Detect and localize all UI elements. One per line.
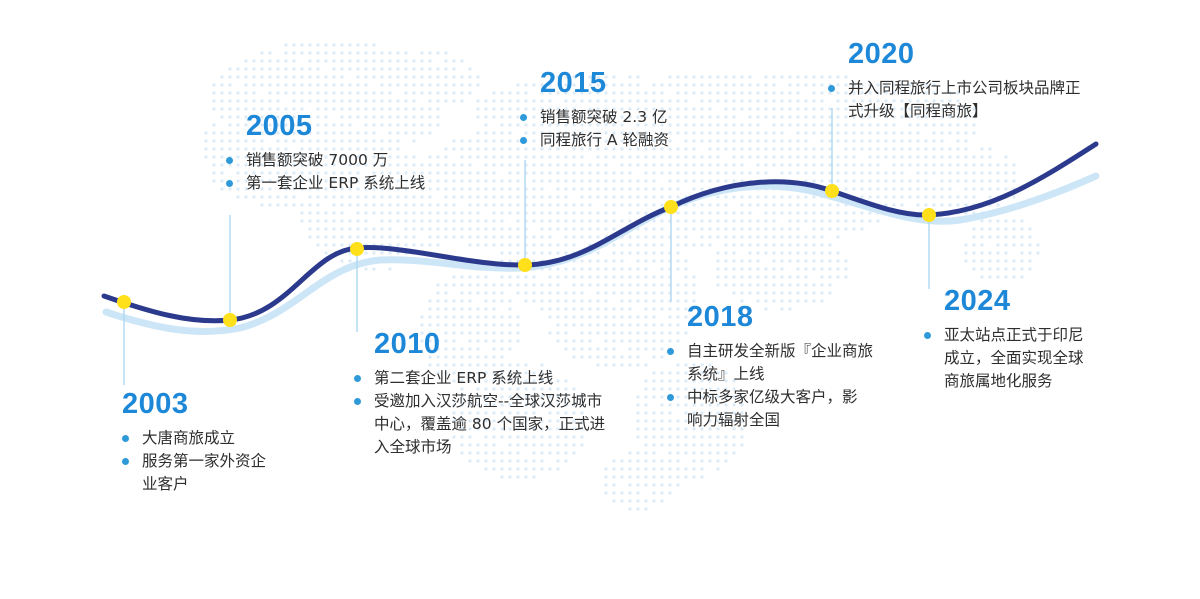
milestone-item-text: 服务第一家外资企业客户 [142, 452, 267, 493]
milestone-year: 2024 [944, 285, 1011, 317]
bullet-icon [122, 458, 129, 465]
milestone-item-text: 销售额突破 2.3 亿 [540, 108, 668, 126]
milestone-marker [117, 295, 131, 309]
milestone-item: 销售额突破 2.3 亿 [520, 106, 780, 129]
bullet-icon [354, 375, 361, 382]
milestone-year: 2015 [540, 67, 607, 99]
milestone-item: 受邀加入汉莎航空--全球汉莎城市中心，覆盖逾 80 个国家，正式进入全球市场 [354, 390, 614, 459]
bullet-icon [924, 332, 931, 339]
milestone-item: 同程旅行 A 轮融资 [520, 129, 780, 152]
bullet-icon [226, 157, 233, 164]
bullet-icon [122, 435, 129, 442]
milestone-item-text: 第二套企业 ERP 系统上线 [374, 369, 554, 387]
bullet-icon [828, 85, 835, 92]
milestone-item-text: 自主研发全新版『企业商旅系统』上线 [687, 342, 874, 383]
bullet-icon [520, 137, 527, 144]
milestone-item-text: 第一套企业 ERP 系统上线 [246, 174, 426, 192]
milestone-marker [664, 200, 678, 214]
milestone-item: 中标多家亿级大客户，影响力辐射全国 [667, 386, 867, 432]
milestone-item: 大唐商旅成立 [122, 427, 322, 450]
milestone-item: 第二套企业 ERP 系统上线 [354, 367, 624, 390]
milestone-item: 自主研发全新版『企业商旅系统』上线 [667, 340, 877, 386]
milestone-2020: 2020 并入同程旅行上市公司板块品牌正式升级【同程商旅】 [828, 37, 1088, 123]
milestone-item: 销售额突破 7000 万 [226, 149, 486, 172]
milestone-item-text: 亚太站点正式于印尼成立，全面实现全球商旅属地化服务 [944, 326, 1084, 390]
milestone-item-text: 销售额突破 7000 万 [246, 151, 389, 169]
milestone-item: 第一套企业 ERP 系统上线 [226, 172, 486, 195]
milestone-2005: 2005 销售额突破 7000 万 第一套企业 ERP 系统上线 [226, 109, 486, 195]
bullet-icon [667, 348, 674, 355]
milestone-item: 服务第一家外资企业客户 [122, 450, 272, 496]
bullet-icon [667, 394, 674, 401]
milestone-year: 2003 [122, 388, 189, 420]
milestone-marker [922, 208, 936, 222]
milestone-2003: 2003 大唐商旅成立 服务第一家外资企业客户 [122, 387, 322, 496]
milestone-2010: 2010 第二套企业 ERP 系统上线 受邀加入汉莎航空--全球汉莎城市中心，覆… [354, 327, 624, 459]
milestone-item: 并入同程旅行上市公司板块品牌正式升级【同程商旅】 [828, 77, 1088, 123]
milestone-year: 2020 [848, 38, 915, 70]
bullet-icon [520, 114, 527, 121]
milestone-item-text: 大唐商旅成立 [142, 429, 236, 447]
milestone-marker [518, 258, 532, 272]
milestone-marker [825, 184, 839, 198]
milestone-item: 亚太站点正式于印尼成立，全面实现全球商旅属地化服务 [924, 324, 1094, 393]
milestone-marker [223, 313, 237, 327]
milestone-year: 2018 [687, 301, 754, 333]
milestone-2024: 2024 亚太站点正式于印尼成立，全面实现全球商旅属地化服务 [924, 284, 1164, 393]
milestone-item-text: 并入同程旅行上市公司板块品牌正式升级【同程商旅】 [848, 79, 1081, 120]
milestone-item-text: 受邀加入汉莎航空--全球汉莎城市中心，覆盖逾 80 个国家，正式进入全球市场 [374, 392, 606, 456]
bullet-icon [226, 180, 233, 187]
milestone-item-text: 同程旅行 A 轮融资 [540, 131, 669, 149]
milestone-marker [350, 242, 364, 256]
milestone-year: 2005 [246, 110, 313, 142]
bullet-icon [354, 398, 361, 405]
milestone-year: 2010 [374, 328, 441, 360]
milestone-2018: 2018 自主研发全新版『企业商旅系统』上线 中标多家亿级大客户，影响力辐射全国 [667, 300, 907, 432]
milestone-item-text: 中标多家亿级大客户，影响力辐射全国 [687, 388, 858, 429]
milestone-2015: 2015 销售额突破 2.3 亿 同程旅行 A 轮融资 [520, 66, 780, 152]
